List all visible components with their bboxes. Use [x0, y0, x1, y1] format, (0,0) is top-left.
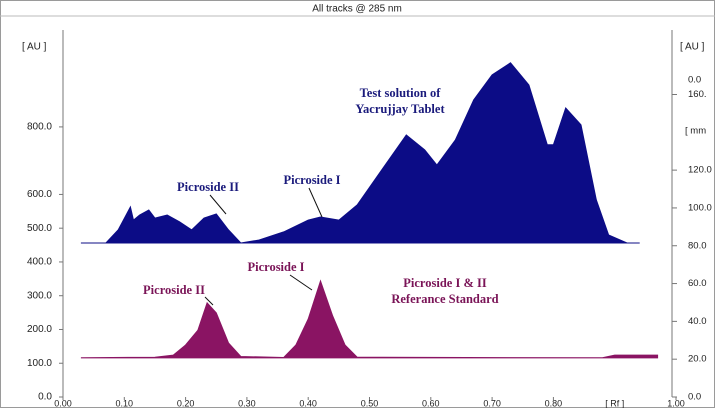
y2-tick-label: 160.	[688, 89, 707, 100]
y2-tick-label: 20.0	[688, 354, 707, 365]
y-tick-label: 400.0	[27, 257, 52, 268]
axis-note: [ mm	[685, 126, 706, 137]
y2-axis-label: [ AU ]	[680, 42, 705, 53]
leader-line	[204, 296, 214, 306]
y2-tick-label: 60.0	[688, 278, 707, 289]
y2-tick-label: 100.0	[688, 202, 712, 213]
annotation: Picroside I	[283, 173, 340, 187]
x-tick-label: 0.60	[422, 398, 440, 408]
leader-line	[289, 274, 313, 291]
x-tick-label: 0.30	[238, 398, 256, 408]
y2-tick-label: 80.0	[688, 240, 707, 251]
y-tick-label: 800.0	[27, 122, 52, 133]
y2-tick-label: 0.0	[688, 392, 701, 403]
x-tick-label: 0.20	[177, 398, 195, 408]
x-axis-label: [ Rf ]	[605, 398, 624, 408]
x-tick-label: 0.40	[299, 398, 317, 408]
y2-tick-label: 40.0	[688, 316, 707, 327]
y-tick-label: 0.0	[38, 392, 52, 403]
chart-title: All tracks @ 285 nm	[312, 4, 402, 15]
annotation: Yacrujjay Tablet	[355, 102, 445, 116]
leader-line	[209, 194, 227, 215]
x-tick-label: 0.70	[483, 398, 501, 408]
annotation: Picroside II	[177, 180, 239, 194]
area	[80, 62, 640, 244]
y-axis-label: [ AU ]	[22, 42, 47, 53]
annotation: Picroside II	[143, 283, 205, 297]
leader-line	[308, 187, 323, 218]
x-tick-label: 0.50	[361, 398, 379, 408]
annotation: Referance Standard	[391, 292, 498, 306]
y-tick-label: 100.0	[27, 358, 52, 369]
y-tick-label: 300.0	[27, 290, 52, 301]
y2-tick-label: 120.0	[688, 165, 712, 176]
annotation: Test solution of	[360, 86, 442, 100]
x-tick-label: 0.00	[54, 398, 72, 408]
y-tick-label: 500.0	[27, 223, 52, 234]
y-tick-label: 200.0	[27, 324, 52, 335]
annotation: Picroside I & II	[403, 276, 487, 290]
area	[80, 279, 659, 359]
annotation: Picroside I	[247, 260, 304, 274]
x-tick-label: 1.00	[667, 398, 685, 408]
x-tick-label: 0.80	[545, 398, 563, 408]
x-tick-label: 0.10	[116, 398, 134, 408]
y-tick-label: 600.0	[27, 189, 52, 200]
axis-note: 0.0	[688, 75, 701, 86]
